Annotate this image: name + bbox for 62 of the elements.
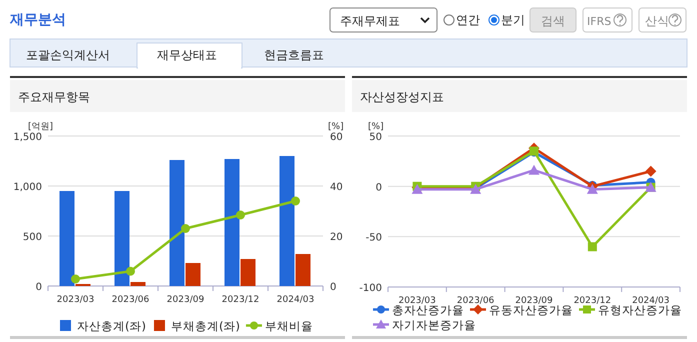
bar <box>240 259 256 286</box>
legend-label: 자산총계(좌) <box>77 319 146 333</box>
x-tick-label: 2023/03 <box>56 295 94 305</box>
bar <box>280 156 294 286</box>
point <box>645 166 656 177</box>
y-tick-label: 1,500 <box>13 132 42 143</box>
text: 재무상태표 <box>157 48 217 62</box>
point <box>586 184 598 194</box>
y-tick-label: 50 <box>369 132 382 143</box>
point <box>236 210 245 220</box>
point <box>528 164 540 175</box>
bar <box>130 282 146 286</box>
x-tick-label: 2023/09 <box>515 296 553 306</box>
bar <box>224 159 240 286</box>
legend-label: 자기자본증가율 <box>392 318 476 332</box>
y-tick-label: -50 <box>366 232 382 244</box>
y-axis-title: [억원] <box>28 122 54 132</box>
x-tick-label: 2023/06 <box>112 295 150 305</box>
bar <box>296 254 310 286</box>
y2-tick-label: 20 <box>330 232 343 243</box>
chart-title: 주요재무항목 <box>18 90 90 104</box>
y2-axis-title: [%] <box>328 122 344 132</box>
point <box>291 196 300 206</box>
text: IFRS <box>587 15 612 28</box>
point <box>588 242 597 252</box>
text: 연간 <box>456 13 480 27</box>
y2-tick-label: 40 <box>330 182 343 193</box>
y-tick-label: 1,000 <box>13 182 42 193</box>
legend-label: 부채총계(좌) <box>170 319 240 333</box>
x-tick-label: 2024/03 <box>276 295 314 305</box>
chart-title: 자산성장성지표 <box>360 90 444 104</box>
text: 주재무제표 <box>340 14 400 28</box>
bar <box>114 191 130 286</box>
bar <box>170 160 184 286</box>
legend-label: 유동자산증가율 <box>489 303 573 317</box>
legend-label: 유형자산증가율 <box>598 303 682 317</box>
x-tick-label: 2024/03 <box>632 296 670 306</box>
x-tick-label: 2023/06 <box>456 296 495 306</box>
y-tick-label: 500 <box>22 232 42 243</box>
y2-tick-label: 0 <box>330 282 336 293</box>
y-axis-title: [%] <box>368 122 384 132</box>
point <box>71 274 80 284</box>
point <box>181 224 190 233</box>
text: 현금흐름표 <box>264 48 324 62</box>
y-tick-label: -100 <box>359 283 382 294</box>
y2-tick-label: 60 <box>330 132 343 143</box>
text: 재무분석 <box>9 12 66 28</box>
x-tick-label: 2023/03 <box>398 296 436 306</box>
point <box>126 266 135 276</box>
bar <box>60 191 74 286</box>
legend-label: 부채비율 <box>264 319 313 333</box>
text: 검색 <box>541 14 565 28</box>
x-tick-label: 2023/12 <box>222 295 260 305</box>
text: 분기 <box>501 13 525 27</box>
y-tick-label: 0 <box>376 182 382 194</box>
text: 포괄손익계산서 <box>26 48 110 62</box>
text: 산식 <box>645 14 669 28</box>
y-tick-label: 0 <box>36 282 42 293</box>
legend-label: 총자산증가율 <box>392 303 464 317</box>
bar <box>186 263 200 286</box>
x-tick-label: 2023/12 <box>574 296 612 306</box>
x-tick-label: 2023/09 <box>166 295 204 305</box>
